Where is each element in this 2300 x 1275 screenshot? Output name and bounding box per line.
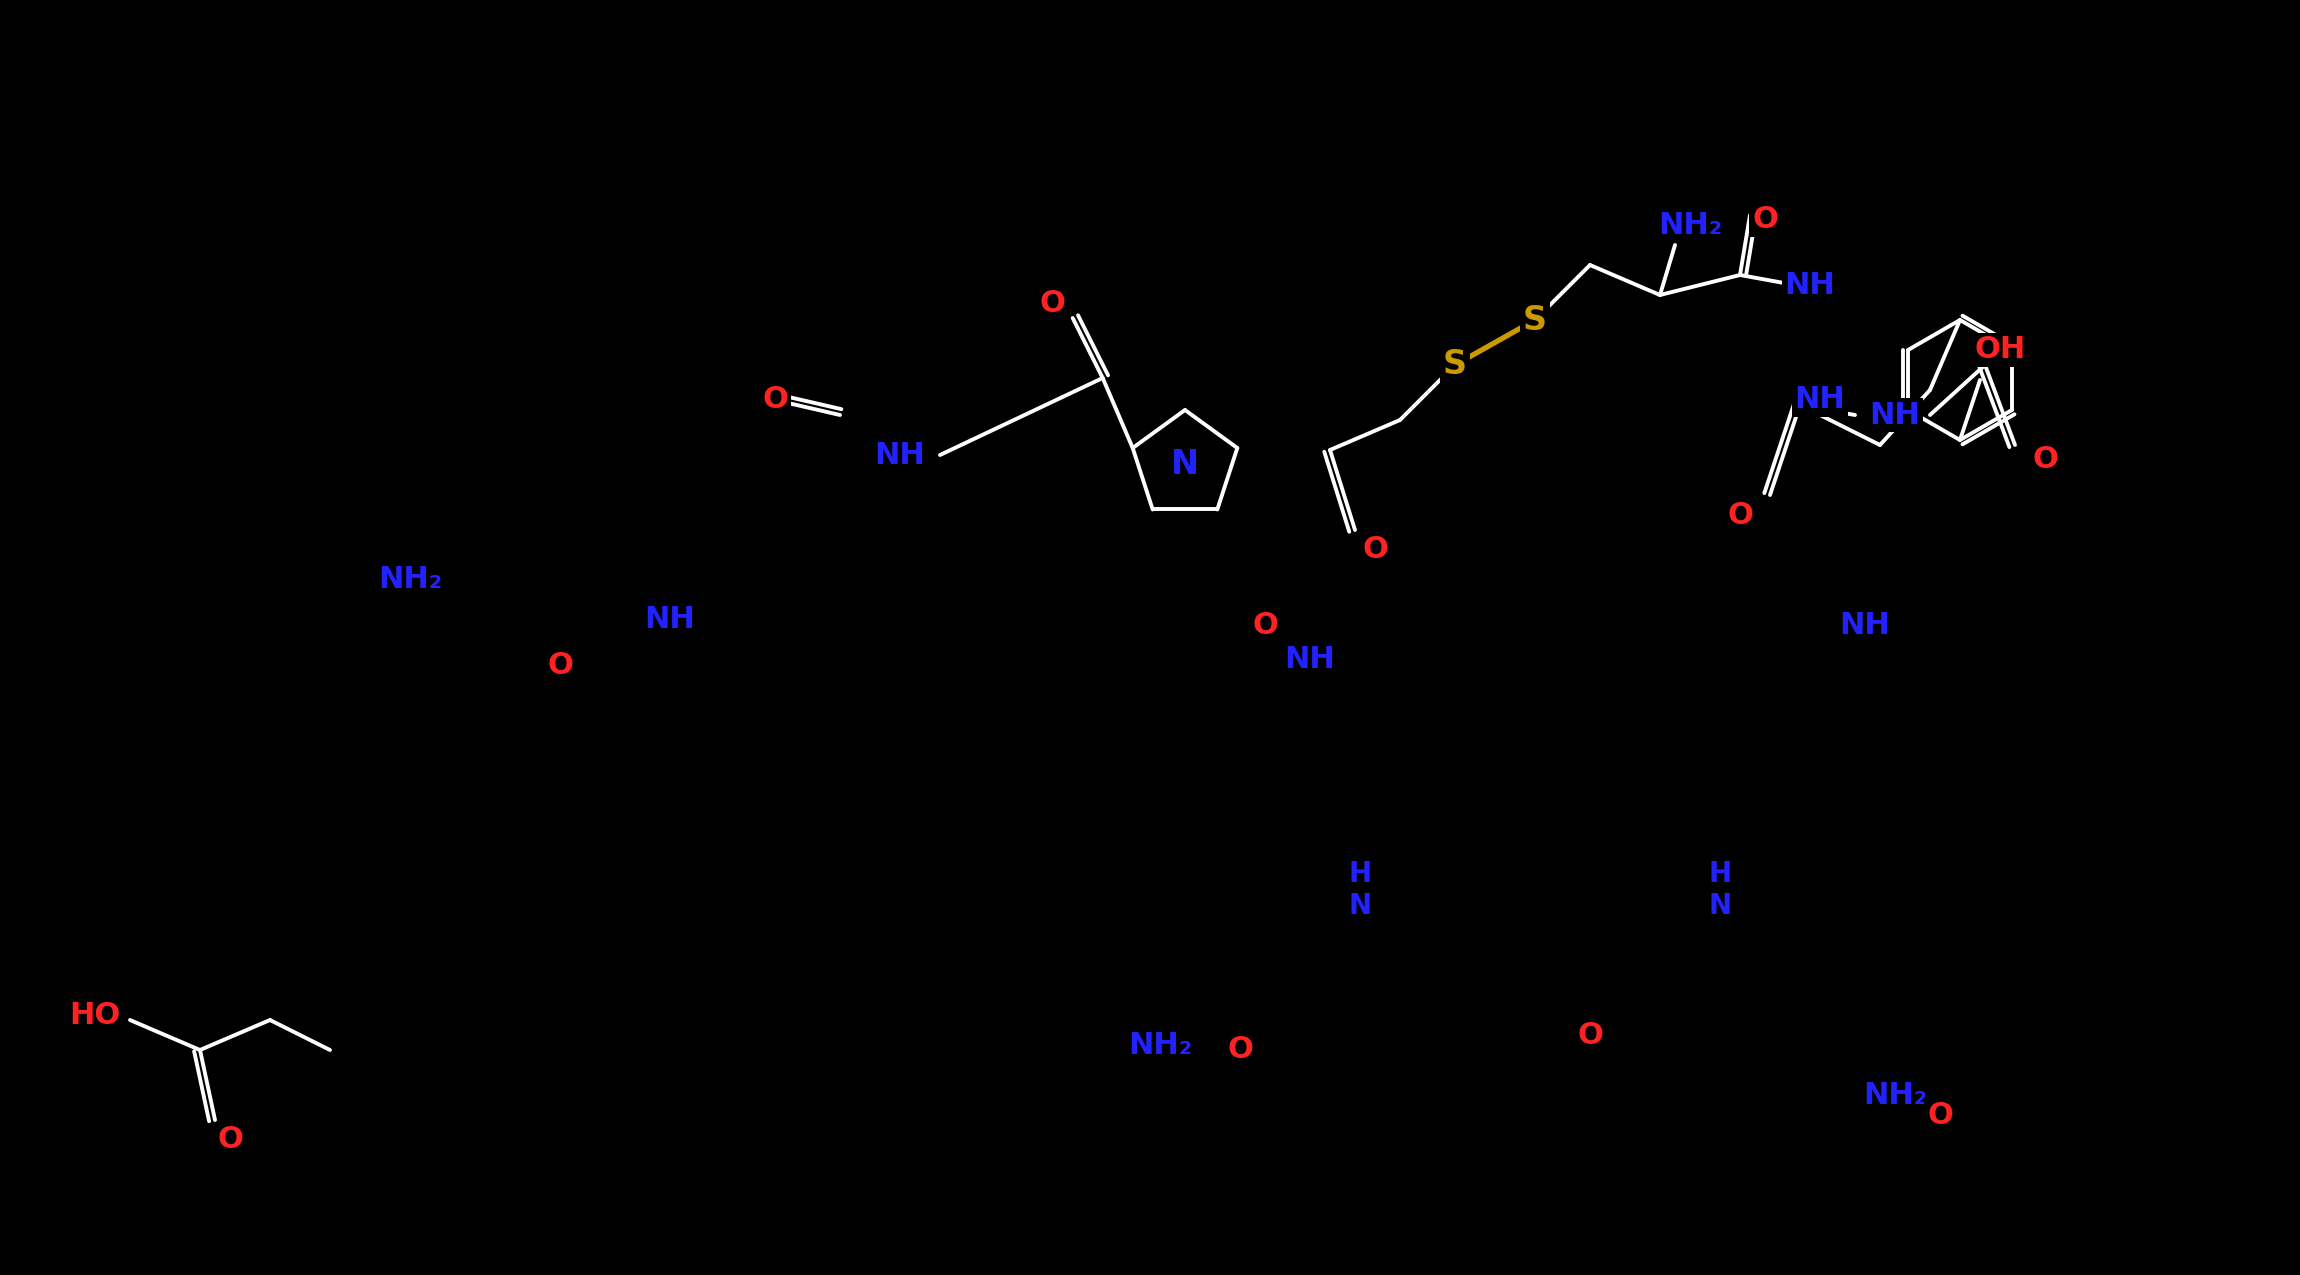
Text: O: O xyxy=(1362,536,1387,565)
Text: NH₂: NH₂ xyxy=(377,566,442,594)
Text: O: O xyxy=(1927,1100,1953,1130)
Text: O: O xyxy=(547,650,573,680)
Text: S: S xyxy=(1523,303,1548,337)
Text: NH: NH xyxy=(1785,270,1835,300)
Text: O: O xyxy=(1727,501,1753,529)
Text: O: O xyxy=(1578,1020,1603,1049)
Text: NH: NH xyxy=(1870,400,1920,430)
Text: O: O xyxy=(216,1126,244,1154)
Text: S: S xyxy=(1442,348,1467,381)
Text: NH: NH xyxy=(1286,645,1336,674)
Text: NH: NH xyxy=(874,440,925,469)
Text: O: O xyxy=(1251,611,1279,640)
Text: H
N: H N xyxy=(1709,859,1732,921)
Text: NH₂: NH₂ xyxy=(1863,1080,1927,1109)
Text: NH: NH xyxy=(1794,385,1845,414)
Text: O: O xyxy=(1040,288,1065,317)
Text: N: N xyxy=(1171,449,1198,482)
Text: O: O xyxy=(1753,205,1778,235)
Text: NH: NH xyxy=(644,606,695,635)
Text: NH₂: NH₂ xyxy=(1127,1030,1191,1060)
Text: HO: HO xyxy=(69,1001,120,1029)
Text: O: O xyxy=(2033,445,2058,474)
Text: H
N: H N xyxy=(1348,859,1371,921)
Text: OH: OH xyxy=(1973,335,2026,365)
Text: O: O xyxy=(761,385,789,414)
Text: NH: NH xyxy=(1840,611,1891,640)
Text: NH₂: NH₂ xyxy=(1658,210,1723,240)
Text: O: O xyxy=(1228,1035,1254,1065)
